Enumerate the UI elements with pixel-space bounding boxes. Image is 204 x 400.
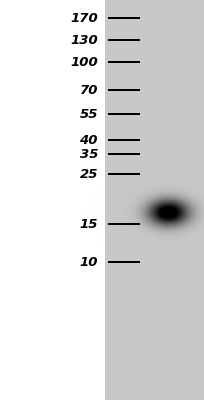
Text: 70: 70: [80, 84, 98, 98]
Text: 25: 25: [80, 168, 98, 182]
Text: 10: 10: [80, 256, 98, 270]
Text: 35: 35: [80, 148, 98, 162]
Text: 170: 170: [70, 12, 98, 26]
Text: 55: 55: [80, 108, 98, 122]
Text: 100: 100: [70, 56, 98, 70]
Text: 130: 130: [70, 34, 98, 48]
Text: 15: 15: [80, 218, 98, 232]
Text: 40: 40: [80, 134, 98, 148]
